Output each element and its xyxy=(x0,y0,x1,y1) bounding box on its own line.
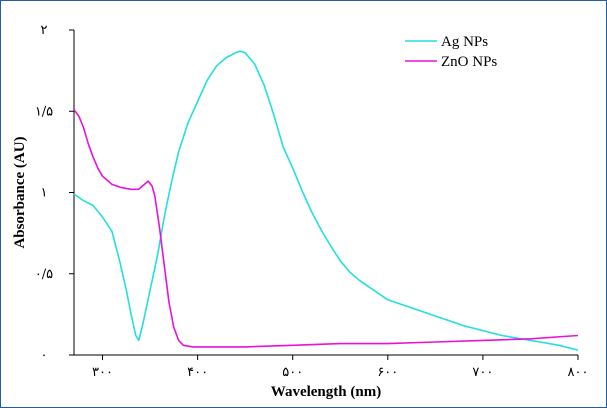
y-axis-title: Absorbance (AU) xyxy=(12,136,28,248)
x-tick-label: ۳۰۰ xyxy=(92,365,113,380)
legend-label-zno-nps: ZnO NPs xyxy=(441,54,497,70)
legend-label-ag-nps: Ag NPs xyxy=(441,34,488,50)
x-tick-label: ۷۰۰ xyxy=(472,365,493,380)
series-line-zno-nps xyxy=(73,109,579,348)
x-tick-label: ۴۰۰ xyxy=(187,365,208,380)
x-ticks: ۳۰۰ ۴۰۰ ۵۰۰ ۶۰۰ ۷۰۰ ۸۰۰ xyxy=(92,355,588,380)
x-tick-label: ۶۰۰ xyxy=(377,365,398,380)
x-tick-label: ۸۰۰ xyxy=(568,365,589,380)
y-tick-label: ۲ xyxy=(41,23,48,38)
x-tick-label: ۵۰۰ xyxy=(282,365,303,380)
axes xyxy=(73,30,578,356)
legend: Ag NPs ZnO NPs xyxy=(405,34,497,70)
series-line-ag-nps xyxy=(73,50,579,351)
y-tick-label: ۱/۵ xyxy=(35,104,53,119)
y-tick-label: ۱ xyxy=(41,186,48,201)
x-axis-title: Wavelength (nm) xyxy=(271,384,381,400)
y-tick-label: ۰/۵ xyxy=(35,267,53,282)
y-tick-label: ۰ xyxy=(41,348,48,363)
series-layer xyxy=(73,50,579,351)
y-ticks: ۰ ۰/۵ ۱ ۱/۵ ۲ xyxy=(35,23,74,363)
